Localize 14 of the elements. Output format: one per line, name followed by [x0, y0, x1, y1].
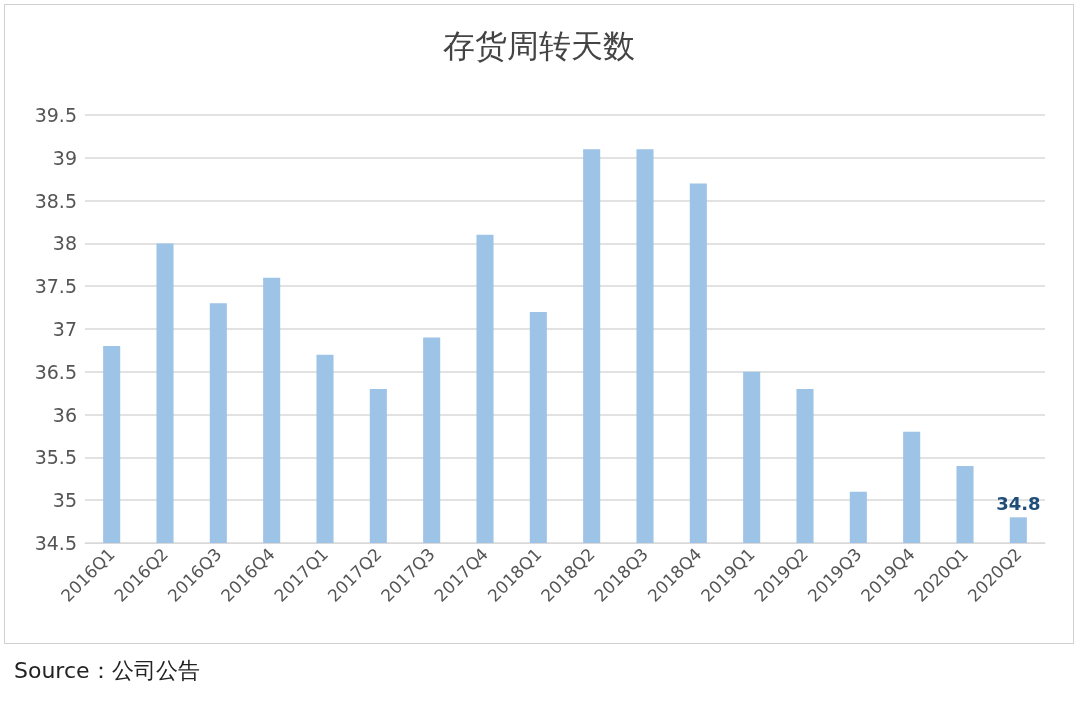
y-tick-label: 37: [52, 318, 77, 340]
y-tick-label: 36.5: [34, 360, 77, 383]
chart-title: 存货周转天数: [443, 27, 635, 65]
y-tick-label: 38.5: [34, 189, 77, 212]
y-tick-label: 37.5: [34, 275, 77, 298]
y-tick-label: 38: [52, 232, 77, 255]
source-note: Source：公司公告: [14, 657, 200, 685]
y-tick-label: 35.5: [34, 446, 77, 469]
y-tick-label: 34.5: [34, 532, 77, 554]
y-tick-label: 39: [52, 146, 77, 169]
y-tick-label: 39.5: [34, 104, 77, 126]
y-tick-label: 35: [52, 489, 77, 512]
y-tick-label: 36: [52, 403, 77, 426]
data-label: 34.8: [996, 492, 1041, 514]
